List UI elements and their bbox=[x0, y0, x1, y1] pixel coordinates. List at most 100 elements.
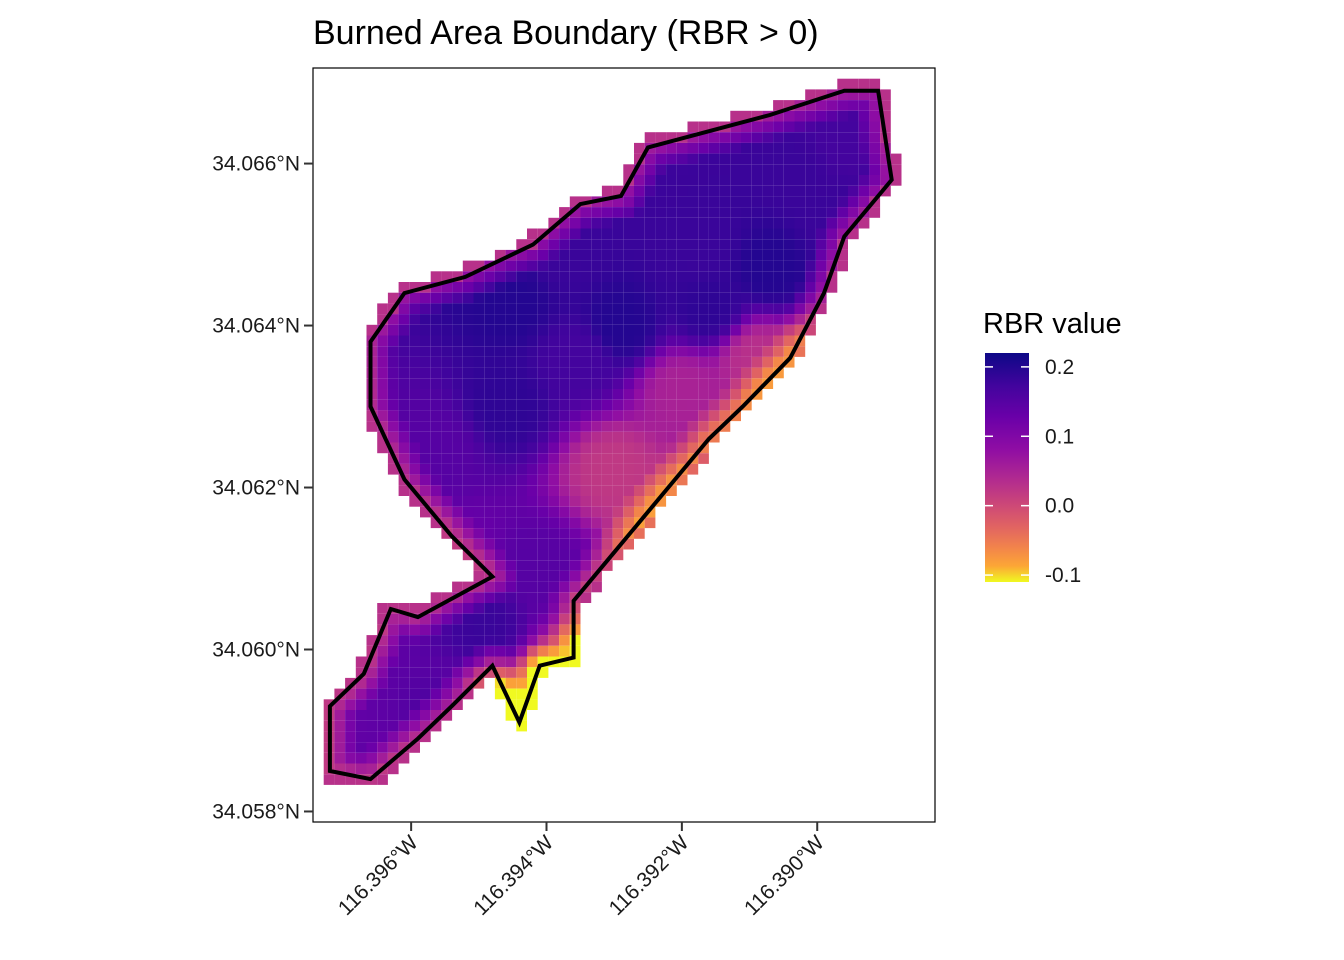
raster-cell bbox=[751, 303, 763, 315]
raster-cell bbox=[612, 378, 624, 389]
x-tick-label: 116.394°W bbox=[469, 831, 558, 920]
raster-cell bbox=[730, 132, 741, 143]
raster-cell bbox=[430, 389, 442, 400]
raster-cell bbox=[398, 453, 410, 464]
raster-cell bbox=[473, 378, 485, 389]
raster-cell bbox=[826, 164, 838, 175]
raster-cell bbox=[366, 710, 378, 721]
raster-cell bbox=[580, 228, 592, 240]
raster-cell bbox=[601, 399, 613, 411]
raster-cell bbox=[484, 421, 495, 432]
raster-cell bbox=[366, 752, 378, 764]
raster-cell bbox=[559, 303, 570, 315]
raster-cell bbox=[794, 217, 806, 229]
raster-cell bbox=[430, 710, 442, 721]
raster-cell bbox=[559, 549, 570, 561]
raster-cell bbox=[527, 538, 538, 550]
raster-cell bbox=[634, 207, 645, 218]
raster-cell bbox=[773, 185, 784, 197]
raster-cell bbox=[687, 121, 699, 133]
raster-cell bbox=[741, 153, 752, 165]
raster-cell bbox=[559, 474, 570, 486]
raster-cell bbox=[815, 249, 827, 261]
raster-cell bbox=[741, 303, 752, 315]
raster-cell bbox=[452, 667, 463, 678]
raster-cell bbox=[527, 656, 538, 668]
raster-cell bbox=[880, 175, 891, 186]
raster-cell bbox=[387, 731, 399, 743]
raster-cell bbox=[591, 271, 602, 282]
raster-cell bbox=[398, 303, 410, 315]
raster-cell bbox=[644, 431, 656, 443]
raster-cell bbox=[494, 260, 506, 272]
raster-cell bbox=[462, 506, 474, 518]
raster-cell bbox=[462, 528, 474, 539]
raster-cell bbox=[612, 474, 624, 486]
raster-cell bbox=[762, 142, 774, 154]
raster-cell bbox=[826, 142, 838, 154]
raster-cell bbox=[473, 356, 485, 368]
raster-cell bbox=[601, 346, 613, 357]
raster-cell bbox=[548, 324, 560, 336]
raster-cell bbox=[516, 549, 527, 561]
raster-cell bbox=[548, 228, 560, 240]
raster-cell bbox=[569, 410, 581, 422]
raster-cell bbox=[420, 303, 431, 315]
raster-cell bbox=[548, 453, 560, 464]
raster-cell bbox=[698, 282, 709, 293]
raster-cell bbox=[462, 688, 474, 700]
raster-cell bbox=[494, 271, 506, 282]
raster-cell bbox=[398, 720, 410, 732]
raster-cell bbox=[452, 645, 463, 657]
raster-cell bbox=[516, 592, 527, 603]
raster-cell bbox=[387, 399, 399, 411]
raster-cell bbox=[548, 549, 560, 561]
raster-cell bbox=[537, 656, 549, 668]
raster-cell bbox=[612, 228, 624, 240]
raster-cell bbox=[462, 581, 474, 593]
raster-cell bbox=[837, 89, 848, 101]
raster-cell bbox=[580, 207, 592, 218]
raster-cell bbox=[441, 592, 453, 603]
raster-cell bbox=[751, 260, 763, 272]
raster-cell bbox=[484, 656, 495, 668]
raster-cell bbox=[644, 485, 656, 496]
raster-cell bbox=[741, 324, 752, 336]
raster-cell bbox=[623, 389, 634, 400]
raster-cell bbox=[377, 603, 388, 614]
raster-cell bbox=[569, 431, 581, 443]
raster-cell bbox=[858, 132, 870, 143]
raster-cell bbox=[387, 410, 399, 422]
raster-cell bbox=[644, 346, 656, 357]
raster-cell bbox=[527, 506, 538, 518]
raster-cell bbox=[420, 421, 431, 432]
raster-cell bbox=[805, 142, 816, 154]
raster-cell bbox=[484, 463, 495, 475]
raster-cell bbox=[409, 421, 420, 432]
raster-cell bbox=[441, 314, 453, 325]
raster-cell bbox=[826, 100, 838, 111]
raster-cell bbox=[655, 175, 667, 186]
raster-cell bbox=[559, 314, 570, 325]
raster-cell bbox=[719, 132, 731, 143]
raster-cell bbox=[355, 688, 367, 700]
raster-cell bbox=[666, 431, 677, 443]
raster-cell bbox=[527, 613, 538, 625]
raster-cell bbox=[505, 303, 517, 315]
raster-cell bbox=[794, 142, 806, 154]
raster-cell bbox=[494, 485, 506, 496]
raster-cell bbox=[762, 121, 774, 133]
raster-cell bbox=[473, 431, 485, 443]
raster-cell bbox=[591, 356, 602, 368]
raster-cell bbox=[730, 399, 741, 411]
raster-cell bbox=[516, 335, 527, 347]
raster-cell bbox=[730, 164, 741, 175]
raster-cell bbox=[569, 249, 581, 261]
raster-cell bbox=[676, 367, 688, 379]
raster-cell bbox=[848, 132, 859, 143]
raster-cell bbox=[505, 335, 517, 347]
raster-cell bbox=[559, 228, 570, 240]
raster-cell bbox=[462, 656, 474, 668]
raster-cell bbox=[537, 282, 549, 293]
raster-cell bbox=[527, 292, 538, 304]
